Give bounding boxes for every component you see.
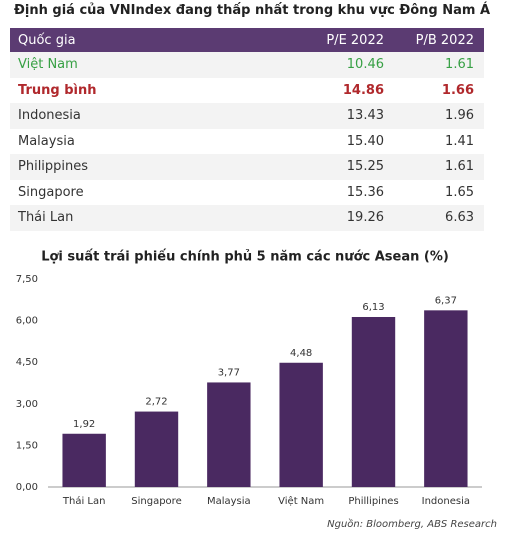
table-cell: 1.61	[445, 159, 474, 174]
value-label: 2,72	[145, 397, 167, 408]
source-note: Nguồn: Bloomberg, ABS Research	[327, 519, 497, 530]
table-body: Việt Nam 10.46 1.61 Trung bình 14.86 1.66 Indo…	[10, 52, 484, 231]
value-label: 6,13	[362, 302, 384, 313]
table: Quốc gia P/E 2022 P/B 2022 Việt Nam 10.46 1.6…	[10, 28, 484, 231]
table-cell: 15.40	[346, 133, 384, 149]
table-cell: Trung bình	[18, 82, 97, 98]
x-tick-label: Việt Nam	[278, 495, 324, 507]
header-cell: P/E 2022	[326, 33, 384, 48]
bar	[424, 310, 468, 487]
x-tick-label: Thái Lan	[62, 495, 106, 507]
table-cell: 1.65	[445, 184, 474, 200]
table-cell: Thái Lan	[18, 210, 74, 225]
value-label: 3,77	[218, 367, 240, 378]
table-cell: 1.41	[445, 133, 474, 149]
table-row: Singapore 15.36 1.65	[10, 180, 484, 206]
table-cell: 13.43	[346, 108, 384, 123]
table-cell: Singapore	[18, 184, 84, 200]
table-cell: 6.63	[445, 210, 474, 225]
chart: Lợi suất trái phiếu chính phủ 5 năm các …	[16, 250, 482, 507]
y-tick-label: 3,00	[16, 399, 38, 410]
table-cell: Việt Nam	[18, 57, 78, 72]
table-cell: 15.25	[346, 159, 384, 174]
table-row: Trung bình 14.86 1.66	[10, 78, 484, 104]
table-row: Philippines 15.25 1.61	[10, 154, 484, 180]
bar	[62, 433, 106, 487]
header-cell: Quốc gia	[18, 33, 76, 48]
y-tick-label: 0,00	[16, 482, 38, 493]
x-tick-label: Singapore	[131, 496, 181, 507]
chart-title: Lợi suất trái phiếu chính phủ 5 năm các …	[41, 250, 449, 265]
x-tick-label: Malaysia	[207, 496, 251, 507]
table-cell: Malaysia	[18, 133, 75, 149]
table-row: Indonesia 13.43 1.96	[10, 103, 484, 129]
y-tick-label: 4,50	[16, 357, 38, 368]
bar	[279, 362, 323, 487]
table-cell: 19.26	[346, 210, 384, 225]
table-cell: 14.86	[342, 82, 384, 98]
table-header: Quốc gia P/E 2022 P/B 2022	[10, 28, 484, 52]
table-cell: 1.96	[445, 108, 474, 123]
table-row: Việt Nam 10.46 1.61	[10, 52, 484, 78]
bar	[207, 382, 251, 487]
table-cell: 1.61	[445, 57, 474, 72]
table-cell: 15.36	[346, 184, 384, 200]
y-tick-label: 1,50	[16, 440, 38, 451]
table-cell: 1.66	[441, 82, 474, 98]
x-tick-label: Indonesia	[422, 496, 470, 507]
value-label: 1,92	[73, 419, 95, 430]
y-tick-label: 7,50	[16, 274, 38, 285]
x-tick-label: Phillipines	[348, 496, 398, 507]
bar	[134, 411, 179, 487]
bar	[351, 316, 396, 487]
table-row: Malaysia 15.40 1.41	[10, 129, 484, 155]
table-title: Định giá của VNIndex đang thấp nhất tron…	[14, 3, 491, 18]
y-tick-label: 6,00	[16, 316, 38, 327]
value-label: 4,48	[290, 348, 312, 359]
table-cell: Indonesia	[18, 108, 81, 123]
table-cell: 10.46	[346, 57, 384, 72]
table-row: Thái Lan 19.26 6.63	[10, 205, 484, 231]
table-cell: Philippines	[18, 159, 89, 174]
value-label: 6,37	[435, 295, 457, 306]
header-cell: P/B 2022	[415, 33, 474, 48]
